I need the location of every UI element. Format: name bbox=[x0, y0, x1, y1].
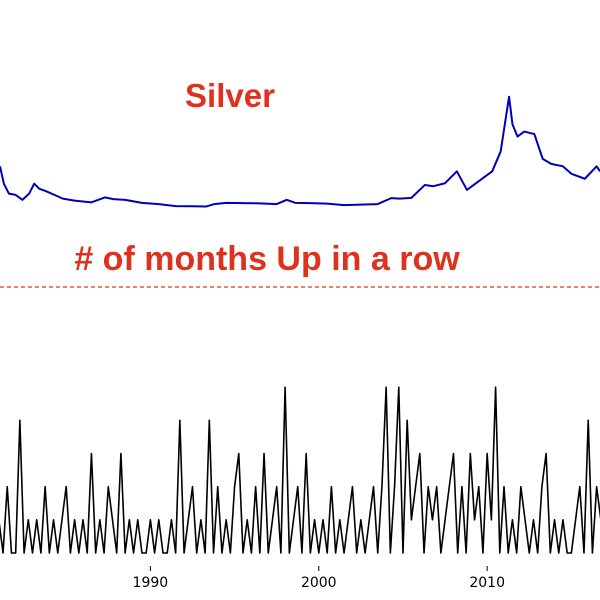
x-tick-label: 2000 bbox=[301, 575, 337, 591]
data-line bbox=[0, 386, 600, 554]
chart-title: Silver bbox=[185, 77, 275, 114]
x-tick-label: 1990 bbox=[133, 575, 169, 591]
data-line bbox=[0, 95, 600, 208]
chart-title: # of months Up in a row bbox=[74, 240, 460, 278]
x-tick-label: 2010 bbox=[469, 575, 505, 591]
